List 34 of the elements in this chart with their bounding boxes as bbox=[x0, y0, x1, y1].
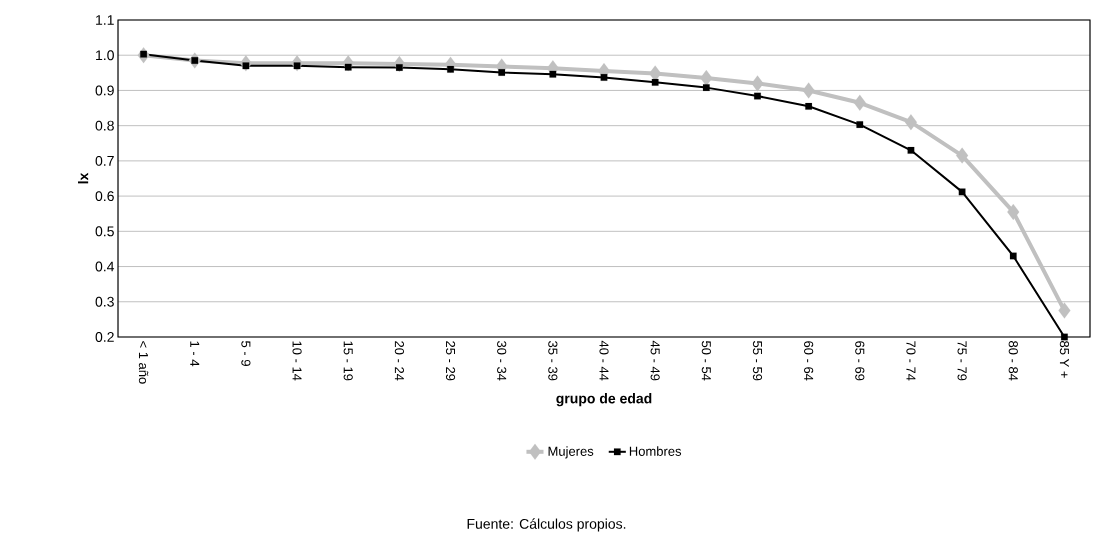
x-tick-label: 85 Y + bbox=[1059, 341, 1070, 378]
y-tick-label: 1.0 bbox=[96, 50, 114, 61]
x-tick-label: 50 - 54 bbox=[701, 341, 711, 381]
legend-label: Mujeres bbox=[548, 446, 594, 459]
x-tick-label: 40 - 44 bbox=[599, 340, 609, 381]
y-tick-label: 0.7 bbox=[95, 155, 114, 166]
x-axis-title: grupo de edad bbox=[556, 393, 652, 407]
y-tick-label: 0.3 bbox=[95, 296, 114, 307]
y-tick-label: 0.9 bbox=[95, 85, 114, 96]
y-tick-label: 0.2 bbox=[95, 332, 114, 342]
x-tick-label: 15 - 19 bbox=[343, 341, 353, 381]
y-tick-label: 0.4 bbox=[95, 261, 115, 272]
x-tick-label: 55 - 59 bbox=[752, 341, 763, 381]
x-tick-label: 1 - 4 bbox=[190, 341, 200, 367]
y-tick-label: 0.5 bbox=[95, 226, 114, 237]
x-tick-label: 25 - 29 bbox=[445, 341, 456, 381]
source-note: Fuente: Cálculos propios. bbox=[467, 518, 626, 532]
x-tick-label: 20 - 24 bbox=[394, 341, 404, 381]
y-axis-title: lx bbox=[78, 172, 89, 184]
x-tick-label: 5 - 9 bbox=[241, 341, 251, 366]
x-tick-label: 60 - 64 bbox=[804, 341, 814, 381]
y-tick-label: 0.8 bbox=[95, 120, 114, 131]
x-tick-label: 30 - 34 bbox=[497, 341, 507, 381]
x-tick-label: 70 - 74 bbox=[906, 341, 916, 381]
x-tick-label: 80 - 84 bbox=[1008, 341, 1018, 381]
x-tick-label: 35 - 39 bbox=[548, 341, 558, 381]
x-tick-label: 10 - 14 bbox=[292, 341, 302, 381]
x-tick-label: < 1 año bbox=[138, 341, 149, 384]
y-tick-label: 0.6 bbox=[95, 191, 114, 202]
x-tick-label: 65 - 69 bbox=[855, 341, 865, 381]
x-tick-label: 45 - 49 bbox=[650, 340, 660, 381]
x-tick-label: 75 - 79 bbox=[957, 341, 967, 381]
y-tick-label: 1.1 bbox=[96, 15, 114, 25]
legend-label: Hombres bbox=[629, 446, 682, 456]
